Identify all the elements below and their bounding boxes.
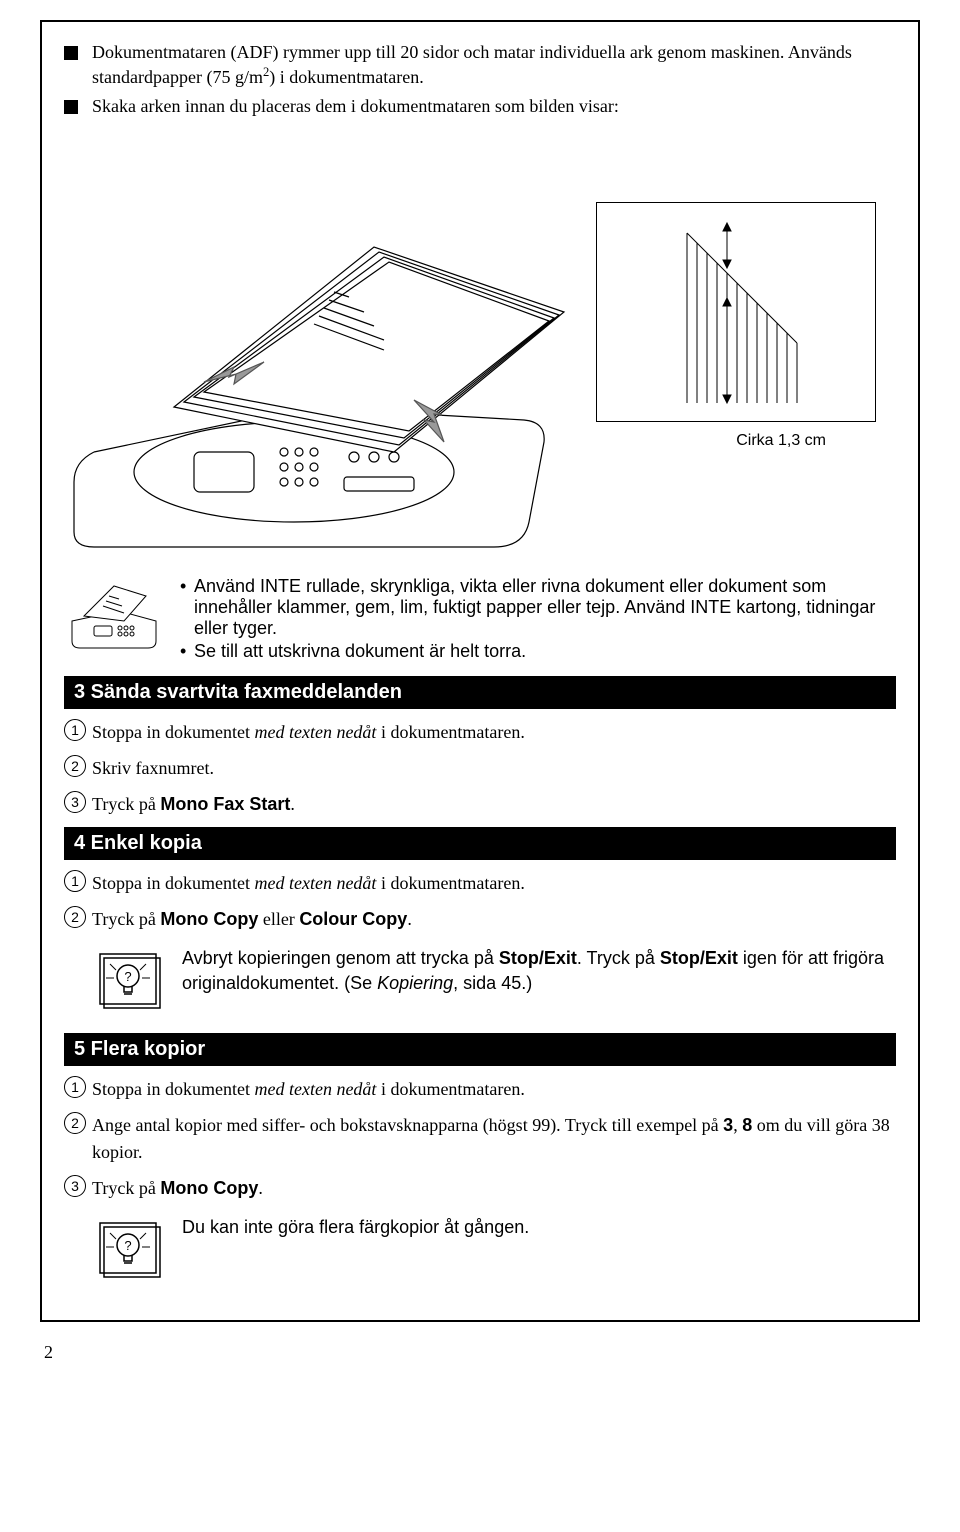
lightbulb-icon: ? — [92, 946, 164, 1017]
s3-step-2: 2Skriv faxnumret. — [64, 755, 896, 781]
svg-text:?: ? — [124, 1238, 131, 1253]
svg-text:?: ? — [124, 969, 131, 984]
info-line-2: Se till att utskrivna dokument är helt t… — [180, 641, 896, 662]
figure-area: Cirka 1,3 cm — [64, 132, 896, 552]
section-5-header: 5 Flera kopior — [64, 1033, 896, 1066]
s5-step-3: 3Tryck på Mono Copy. — [64, 1175, 896, 1201]
s5-step-1: 1Stoppa in dokumentet med texten nedåt i… — [64, 1076, 896, 1102]
inset-diagram — [596, 202, 876, 422]
intro-bullet-2: Skaka arken innan du placeras dem i doku… — [64, 94, 896, 118]
info-line-1: Använd INTE rullade, skrynkliga, vikta e… — [180, 576, 896, 639]
info-row: Använd INTE rullade, skrynkliga, vikta e… — [64, 576, 896, 664]
page-number: 2 — [44, 1342, 960, 1363]
section-4-note: ? Avbryt kopieringen genom att trycka på… — [92, 946, 896, 1017]
lightbulb-icon: ? — [92, 1215, 164, 1286]
section-5-note: ? Du kan inte göra flera färgkopior åt g… — [92, 1215, 896, 1286]
intro-bullet-1: Dokumentmataren (ADF) rymmer upp till 20… — [64, 40, 896, 90]
s5-step-2: 2Ange antal kopior med siffer- och bokst… — [64, 1112, 896, 1164]
section-4-header: 4 Enkel kopia — [64, 827, 896, 860]
printer-small-icon — [64, 576, 164, 659]
s3-step-3: 3Tryck på Mono Fax Start. — [64, 791, 896, 817]
section-3-header: 3 Sända svartvita faxmeddelanden — [64, 676, 896, 709]
inset-caption: Cirka 1,3 cm — [736, 432, 826, 450]
fax-machine-illustration — [64, 152, 624, 562]
section-5-note-text: Du kan inte göra flera färgkopior åt gån… — [182, 1215, 896, 1239]
s3-step-1: 1Stoppa in dokumentet med texten nedåt i… — [64, 719, 896, 745]
page-frame: Dokumentmataren (ADF) rymmer upp till 20… — [40, 20, 920, 1322]
intro-bullets: Dokumentmataren (ADF) rymmer upp till 20… — [64, 40, 896, 118]
s4-step-1: 1Stoppa in dokumentet med texten nedåt i… — [64, 870, 896, 896]
s4-step-2: 2Tryck på Mono Copy eller Colour Copy. — [64, 906, 896, 932]
section-4-note-text: Avbryt kopieringen genom att trycka på S… — [182, 946, 896, 995]
info-text: Använd INTE rullade, skrynkliga, vikta e… — [180, 576, 896, 664]
